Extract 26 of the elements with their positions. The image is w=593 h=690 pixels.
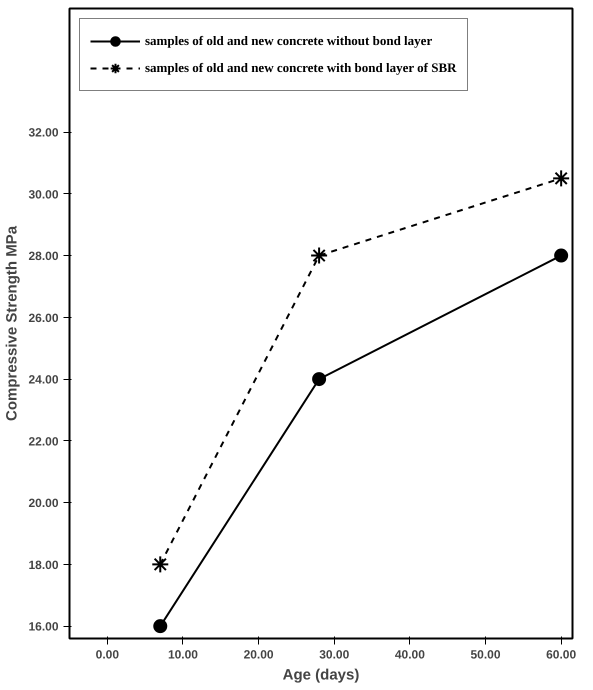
y-tick-label: 32.00 <box>28 126 59 140</box>
y-tick-label: 22.00 <box>28 434 59 448</box>
point <box>151 555 170 574</box>
point <box>153 619 168 634</box>
x-axis-title: Age (days) <box>282 666 360 684</box>
legend-label: samples of old and new concrete with bond layer of SBR <box>145 59 457 77</box>
legend-label: samples of old and new concrete without bond layer <box>145 32 432 50</box>
y-tick-label: 18.00 <box>28 558 59 572</box>
y-tick-label: 30.00 <box>28 187 59 202</box>
x-tick-label: 0.00 <box>96 648 120 662</box>
y-tick-label: 28.00 <box>28 249 59 264</box>
y-tick-label: 20.00 <box>28 496 59 510</box>
x-tick-label: 50.00 <box>470 648 501 662</box>
point <box>312 372 326 386</box>
y-axis-title: Compressive Strength MPa <box>3 225 20 422</box>
point <box>552 169 570 188</box>
x-tick-label: 30.00 <box>319 648 350 662</box>
point <box>310 246 328 265</box>
y-tick-label: 24.00 <box>28 372 59 387</box>
x-tick-label: 10.00 <box>168 648 198 662</box>
point <box>554 248 568 263</box>
y-tick-label: 26.00 <box>28 310 59 325</box>
x-tick-label: 40.00 <box>394 648 426 662</box>
x-tick-label: 60.00 <box>546 648 576 662</box>
x-tick-label: 20.00 <box>244 648 274 662</box>
y-tick-label: 16.00 <box>28 620 59 634</box>
